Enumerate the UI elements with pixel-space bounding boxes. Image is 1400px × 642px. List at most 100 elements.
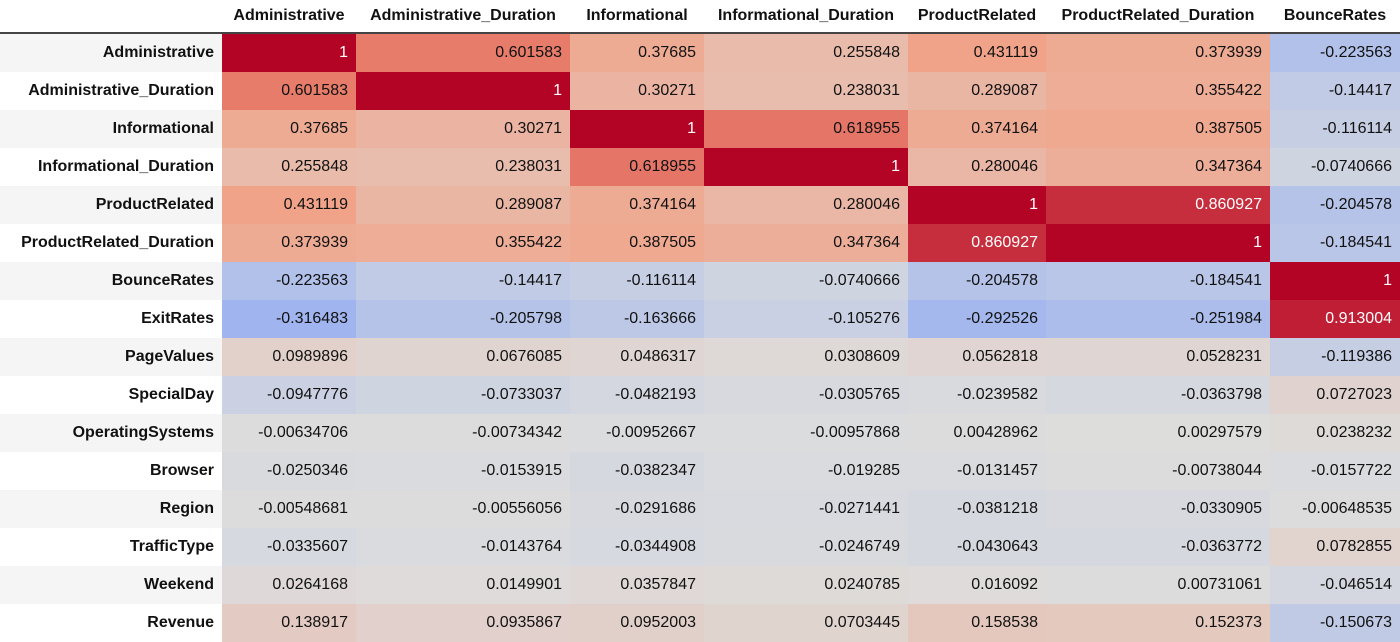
row-label-productrelated: ProductRelated: [0, 186, 222, 224]
heatmap-cell: 0.37685: [222, 110, 356, 148]
heatmap-cell: 0.0727023: [1270, 376, 1400, 414]
heatmap-cell: 0.355422: [1046, 72, 1270, 110]
heatmap-cell: -0.251984: [1046, 300, 1270, 338]
heatmap-cell: -0.0430643: [908, 528, 1046, 566]
row-label-informational-duration: Informational_Duration: [0, 148, 222, 186]
heatmap-cell: -0.0363798: [1046, 376, 1270, 414]
heatmap-cell: 0.374164: [570, 186, 704, 224]
heatmap-cell: -0.00648535: [1270, 490, 1400, 528]
heatmap-cell: -0.0344908: [570, 528, 704, 566]
heatmap-cell: 0.347364: [1046, 148, 1270, 186]
heatmap-cell: -0.0330905: [1046, 490, 1270, 528]
row-label-bouncerates: BounceRates: [0, 262, 222, 300]
column-header-administrative-duration: Administrative_Duration: [356, 0, 570, 34]
heatmap-cell: 1: [222, 33, 356, 72]
heatmap-cell: 0.373939: [1046, 33, 1270, 72]
heatmap-cell: -0.292526: [908, 300, 1046, 338]
column-header-productrelated-duration: ProductRelated_Duration: [1046, 0, 1270, 34]
heatmap-cell: 0.152373: [1046, 604, 1270, 642]
heatmap-cell: 0.30271: [570, 72, 704, 110]
heatmap-cell: 0.860927: [1046, 186, 1270, 224]
heatmap-cell: 0.0676085: [356, 338, 570, 376]
heatmap-cell: -0.14417: [356, 262, 570, 300]
table-row: Administrative 1 0.601583 0.37685 0.255848 0.…: [0, 33, 1400, 72]
table-row: BounceRates -0.223563 -0.14417 -0.116114 -0.…: [0, 262, 1400, 300]
heatmap-cell: -0.0382347: [570, 452, 704, 490]
heatmap-cell: 0.0562818: [908, 338, 1046, 376]
heatmap-cell: -0.184541: [1046, 262, 1270, 300]
heatmap-cell: -0.0381218: [908, 490, 1046, 528]
heatmap-cell: 0.0528231: [1046, 338, 1270, 376]
heatmap-cell: -0.019285: [704, 452, 908, 490]
heatmap-cell: -0.204578: [908, 262, 1046, 300]
heatmap-cell: 1: [356, 72, 570, 110]
heatmap-cell: -0.223563: [1270, 33, 1400, 72]
heatmap-cell: -0.0250346: [222, 452, 356, 490]
heatmap-cell: -0.116114: [1270, 110, 1400, 148]
column-header-row: Administrative Administrative_Duration Inf…: [0, 0, 1400, 34]
heatmap-cell: -0.00556056: [356, 490, 570, 528]
heatmap-cell: 1: [1046, 224, 1270, 262]
heatmap-cell: 0.016092: [908, 566, 1046, 604]
heatmap-cell: -0.0335607: [222, 528, 356, 566]
table-row: ExitRates -0.316483 -0.205798 -0.163666 -0.1…: [0, 300, 1400, 338]
row-label-pagevalues: PageValues: [0, 338, 222, 376]
corner-header-cell: [0, 0, 222, 34]
heatmap-cell: 0.0357847: [570, 566, 704, 604]
heatmap-cell: 0.30271: [356, 110, 570, 148]
heatmap-cell: 0.255848: [704, 33, 908, 72]
heatmap-cell: -0.0740666: [1270, 148, 1400, 186]
heatmap-cell: 0.00428962: [908, 414, 1046, 452]
heatmap-cell: -0.119386: [1270, 338, 1400, 376]
heatmap-cell: -0.0363772: [1046, 528, 1270, 566]
heatmap-cell: 0.255848: [222, 148, 356, 186]
heatmap-cell: 0.0308609: [704, 338, 908, 376]
heatmap-cell: -0.0143764: [356, 528, 570, 566]
column-header-administrative: Administrative: [222, 0, 356, 34]
heatmap-cell: 0.373939: [222, 224, 356, 262]
heatmap-cell: 0.601583: [222, 72, 356, 110]
heatmap-cell: -0.204578: [1270, 186, 1400, 224]
heatmap-cell: 1: [570, 110, 704, 148]
heatmap-cell: -0.150673: [1270, 604, 1400, 642]
table-body: Administrative 1 0.601583 0.37685 0.255848 0.…: [0, 33, 1400, 642]
heatmap-cell: -0.0131457: [908, 452, 1046, 490]
row-label-exitrates: ExitRates: [0, 300, 222, 338]
heatmap-cell: -0.00957868: [704, 414, 908, 452]
heatmap-cell: 0.374164: [908, 110, 1046, 148]
heatmap-cell: -0.0482193: [570, 376, 704, 414]
heatmap-cell: -0.0291686: [570, 490, 704, 528]
heatmap-cell: -0.0239582: [908, 376, 1046, 414]
heatmap-cell: -0.0947776: [222, 376, 356, 414]
table-row: Informational_Duration 0.255848 0.238031 0.…: [0, 148, 1400, 186]
heatmap-cell: 0.0782855: [1270, 528, 1400, 566]
heatmap-cell: -0.00548681: [222, 490, 356, 528]
row-label-administrative-duration: Administrative_Duration: [0, 72, 222, 110]
table-row: TrafficType -0.0335607 -0.0143764 -0.034490…: [0, 528, 1400, 566]
heatmap-cell: 1: [1270, 262, 1400, 300]
heatmap-cell: 0.289087: [908, 72, 1046, 110]
heatmap-cell: -0.046514: [1270, 566, 1400, 604]
heatmap-cell: -0.163666: [570, 300, 704, 338]
table-row: PageValues 0.0989896 0.0676085 0.0486317 0.0…: [0, 338, 1400, 376]
table-row: ProductRelated 0.431119 0.289087 0.374164 0.…: [0, 186, 1400, 224]
heatmap-cell: 0.387505: [570, 224, 704, 262]
heatmap-cell: -0.223563: [222, 262, 356, 300]
heatmap-cell: -0.00952667: [570, 414, 704, 452]
heatmap-cell: 0.280046: [908, 148, 1046, 186]
table-row: Administrative_Duration 0.601583 1 0.30271 0…: [0, 72, 1400, 110]
heatmap-cell: -0.0305765: [704, 376, 908, 414]
heatmap-cell: 0.289087: [356, 186, 570, 224]
heatmap-cell: 0.0149901: [356, 566, 570, 604]
heatmap-cell: -0.316483: [222, 300, 356, 338]
heatmap-cell: 0.0486317: [570, 338, 704, 376]
heatmap-cell: 0.238031: [704, 72, 908, 110]
heatmap-cell: -0.0733037: [356, 376, 570, 414]
table-row: ProductRelated_Duration 0.373939 0.355422 0…: [0, 224, 1400, 262]
heatmap-cell: 0.0703445: [704, 604, 908, 642]
heatmap-cell: 0.601583: [356, 33, 570, 72]
heatmap-cell: -0.0157722: [1270, 452, 1400, 490]
row-label-specialday: SpecialDay: [0, 376, 222, 414]
column-header-productrelated: ProductRelated: [908, 0, 1046, 34]
heatmap-cell: 0.0264168: [222, 566, 356, 604]
